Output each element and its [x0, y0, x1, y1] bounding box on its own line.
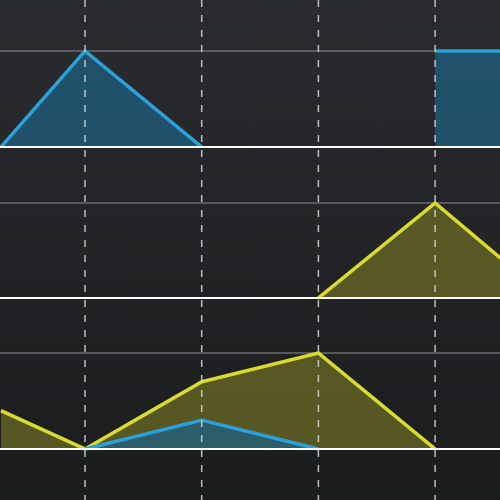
- band-baselines: [0, 146, 500, 450]
- area-fill-panel2-series1-seg0: [85, 420, 319, 449]
- area-fill-panel0-series0-seg0: [1, 51, 202, 147]
- series-areas: [0, 48, 500, 451]
- series-line-panel1-series0-seg0: [317, 200, 500, 300]
- area-fill-panel2-series0-seg0: [1, 353, 436, 449]
- area-fill-panel0-series0-seg1: [435, 51, 500, 147]
- area-fill-panel1-series0-seg0: [318, 203, 500, 298]
